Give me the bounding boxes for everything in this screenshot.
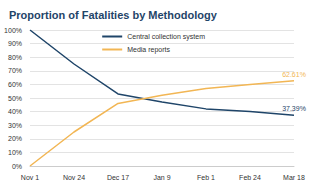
svg-text:40%: 40% (8, 108, 22, 115)
svg-text:10%: 10% (8, 149, 22, 156)
svg-text:0%: 0% (12, 163, 22, 170)
svg-text:Media reports: Media reports (127, 46, 170, 54)
svg-text:100%: 100% (4, 27, 22, 34)
svg-text:Central collection system: Central collection system (127, 33, 205, 41)
svg-text:70%: 70% (8, 67, 22, 74)
svg-text:Feb 24: Feb 24 (239, 174, 261, 181)
svg-text:30%: 30% (8, 122, 22, 129)
svg-text:Proportion of Fatalities by Me: Proportion of Fatalities by Methodology (9, 9, 218, 21)
svg-text:80%: 80% (8, 54, 22, 61)
svg-text:Feb 1: Feb 1 (197, 174, 215, 181)
svg-text:Mar 18: Mar 18 (283, 174, 305, 181)
svg-text:37.39%: 37.39% (282, 105, 306, 112)
svg-text:62.61%: 62.61% (282, 71, 306, 78)
svg-text:20%: 20% (8, 135, 22, 142)
svg-text:Nov 24: Nov 24 (63, 174, 85, 181)
svg-text:Dec 17: Dec 17 (107, 174, 129, 181)
svg-text:60%: 60% (8, 81, 22, 88)
svg-text:Jan 9: Jan 9 (153, 174, 170, 181)
svg-text:Nov 1: Nov 1 (21, 174, 39, 181)
svg-text:50%: 50% (8, 95, 22, 102)
svg-text:90%: 90% (8, 40, 22, 47)
